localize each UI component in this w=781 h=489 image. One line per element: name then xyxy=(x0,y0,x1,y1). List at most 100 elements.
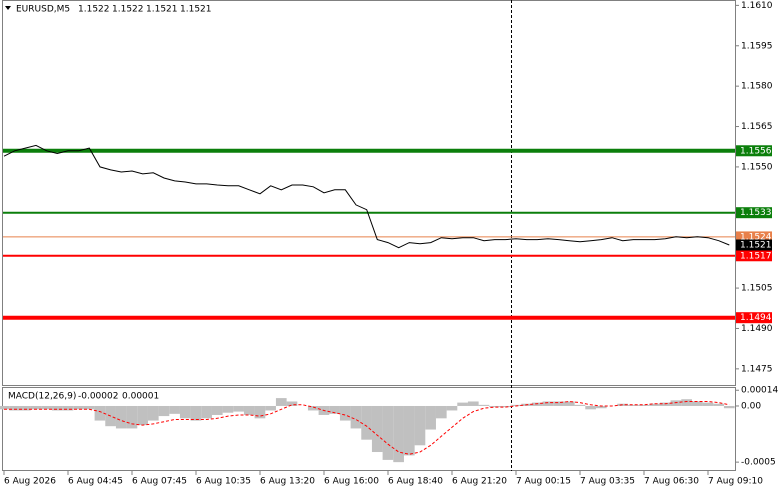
histogram-bar xyxy=(30,405,42,410)
histogram-bar xyxy=(19,405,31,411)
histogram-bar xyxy=(670,400,682,406)
price-line xyxy=(3,144,730,249)
histogram-bar xyxy=(222,405,234,413)
histogram-bar xyxy=(190,405,202,421)
level-label-bg xyxy=(736,231,772,243)
histogram-bar xyxy=(553,401,564,406)
histogram-bar xyxy=(467,401,479,406)
histogram-bar xyxy=(350,405,362,429)
histogram-bar xyxy=(638,404,650,406)
histogram-bar xyxy=(307,405,319,411)
x-tick-label: 6 Aug 13:20 xyxy=(260,477,315,487)
x-tick-label: 6 Aug 07:45 xyxy=(132,477,187,487)
y-tick-label: 1.1550 xyxy=(741,162,773,172)
histogram-bar xyxy=(211,405,223,415)
histogram-bar xyxy=(41,405,52,410)
histogram-bar xyxy=(382,405,394,460)
histogram-bar xyxy=(457,402,468,406)
y-tick-label: 1.1565 xyxy=(741,122,773,132)
x-tick-label: 6 Aug 04:45 xyxy=(68,477,123,487)
level-label: 1.1556 xyxy=(740,146,772,156)
x-tick-label: 6 Aug 2026 xyxy=(4,477,56,487)
level-label: 1.1524 xyxy=(740,232,772,242)
histogram-bar xyxy=(83,405,95,410)
histogram-bar xyxy=(137,405,148,426)
histogram-bar xyxy=(585,405,596,410)
level-label-bg xyxy=(736,250,772,262)
histogram-bar xyxy=(414,405,426,446)
menu-arrow xyxy=(5,6,11,10)
histogram-bar xyxy=(649,403,660,406)
x-tick-label: 6 Aug 21:20 xyxy=(452,477,507,487)
y-tick-label: 0.00014 xyxy=(741,386,778,396)
histogram-bar xyxy=(563,401,575,406)
histogram-bar xyxy=(147,405,159,421)
histogram-bar xyxy=(126,405,138,429)
histogram-bar xyxy=(371,405,383,453)
y-tick-label: 1.1490 xyxy=(741,324,773,334)
price-panel xyxy=(2,0,736,386)
histogram-bar xyxy=(179,405,191,419)
histogram-bar xyxy=(659,402,671,406)
x-tick-label: 6 Aug 10:35 xyxy=(196,477,251,487)
histogram-bar xyxy=(158,405,170,417)
level-label-bg xyxy=(736,145,772,157)
y-tick-label: 1.1580 xyxy=(741,82,773,92)
chart-title: EURUSD,M5 xyxy=(16,5,70,15)
y-tick-label: 1.1595 xyxy=(741,41,773,51)
ohlc-value: 1.1522 xyxy=(112,5,144,15)
y-tick-label: 0.00 xyxy=(741,401,761,411)
level-label: 1.1533 xyxy=(740,208,772,218)
level-label: 1.1494 xyxy=(740,313,772,323)
histogram-bar xyxy=(723,405,735,409)
histogram-bar xyxy=(702,402,714,406)
histogram-bar xyxy=(403,405,415,456)
histogram-bar xyxy=(286,401,298,406)
histogram-bar xyxy=(681,399,692,406)
indicator-title: MACD(12,26,9) xyxy=(8,392,76,402)
histogram-bar xyxy=(542,401,554,406)
histogram-bar xyxy=(339,405,351,421)
histogram-bar xyxy=(446,405,458,411)
histogram-bar xyxy=(233,405,244,412)
x-tick-label: 6 Aug 18:40 xyxy=(388,477,443,487)
histogram-bar xyxy=(73,405,84,410)
macd-panel xyxy=(2,387,736,471)
histogram-bar xyxy=(627,404,639,406)
ohlc-value: 1.1521 xyxy=(180,5,212,15)
histogram-bar xyxy=(243,405,255,415)
y-tick-label: 1.1610 xyxy=(741,1,773,11)
y-tick-label: -0.0005 xyxy=(741,458,776,468)
signal-line xyxy=(4,400,730,455)
histogram-bar xyxy=(393,405,404,463)
histogram-bar xyxy=(0,405,10,410)
histogram-bar xyxy=(489,405,500,408)
histogram-bar xyxy=(691,401,703,406)
y-tick-label: 1.1475 xyxy=(741,364,773,374)
histogram-bar xyxy=(62,405,74,411)
histogram-bar xyxy=(425,405,436,430)
current-price-bg xyxy=(736,239,772,251)
histogram-bar xyxy=(115,405,127,429)
x-tick-label: 6 Aug 16:00 xyxy=(324,477,379,487)
histogram-bar xyxy=(9,405,20,411)
y-tick-label: 1.1505 xyxy=(741,284,773,294)
histogram-bar xyxy=(478,404,490,406)
histogram-bar xyxy=(510,404,522,406)
indicator-value: -0.00002 xyxy=(78,392,118,402)
x-tick-label: 7 Aug 06:30 xyxy=(644,477,699,487)
ohlc-value: 1.1522 xyxy=(78,5,110,15)
x-tick-label: 7 Aug 09:10 xyxy=(708,477,763,487)
histogram-bar xyxy=(254,405,266,419)
histogram-bar xyxy=(531,402,543,406)
histogram-bar xyxy=(574,404,586,406)
histogram-bar xyxy=(275,398,287,406)
level-label: 1.1517 xyxy=(740,251,772,261)
x-tick-label: 7 Aug 03:35 xyxy=(580,477,635,487)
histogram-bar xyxy=(595,405,607,409)
histogram-bar xyxy=(169,405,180,414)
current-price: 1.1521 xyxy=(740,241,772,251)
histogram-bar xyxy=(329,405,340,414)
x-tick-label: 7 Aug 00:15 xyxy=(516,477,571,487)
